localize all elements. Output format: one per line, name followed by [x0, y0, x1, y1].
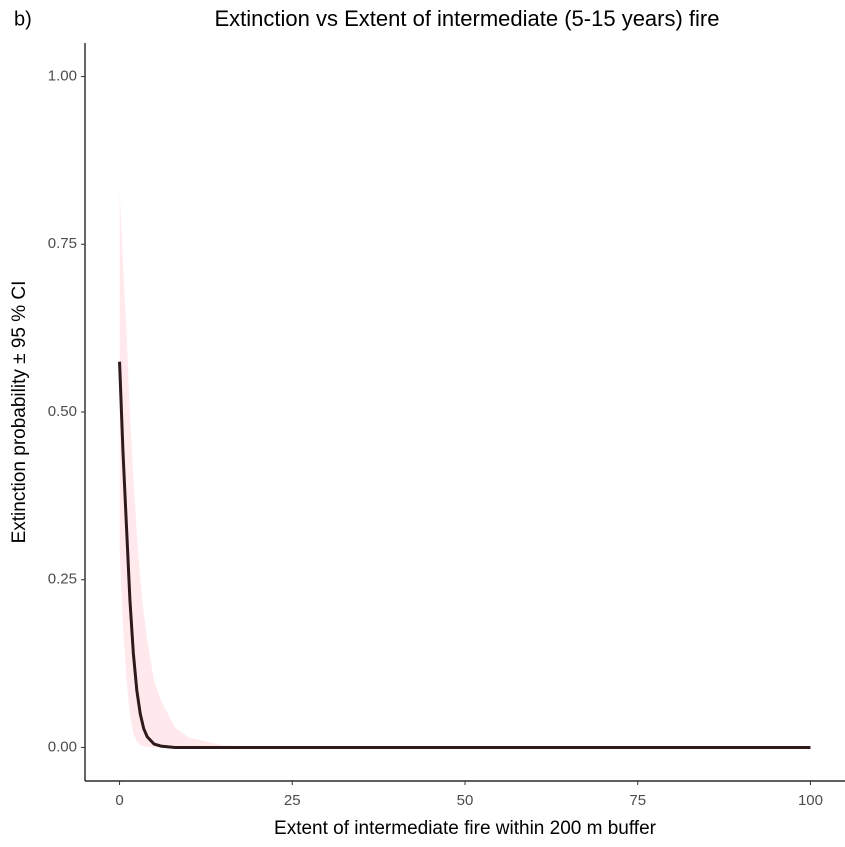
- x-axis-label: Extent of intermediate fire within 200 m…: [274, 818, 657, 839]
- y-tick-label: 0.00: [48, 738, 77, 755]
- ci-band: [119, 190, 811, 748]
- y-axis-label: Extinction probability ± 95 % CI: [9, 281, 30, 544]
- y-tick-label: 1.00: [48, 68, 77, 85]
- x-tick-label: 100: [798, 792, 823, 809]
- x-tick-label: 25: [284, 792, 301, 809]
- panel-label: b): [14, 8, 32, 30]
- x-tick-label: 50: [457, 792, 474, 809]
- line: [118, 361, 811, 749]
- chart-title: Extinction vs Extent of intermediate (5-…: [215, 6, 720, 31]
- x-tick-label: 75: [629, 792, 646, 809]
- y-tick-label: 0.25: [48, 571, 77, 588]
- y-tick-label: 0.75: [48, 235, 77, 252]
- x-tick-label: 0: [115, 792, 123, 809]
- y-tick-label: 0.50: [48, 403, 77, 420]
